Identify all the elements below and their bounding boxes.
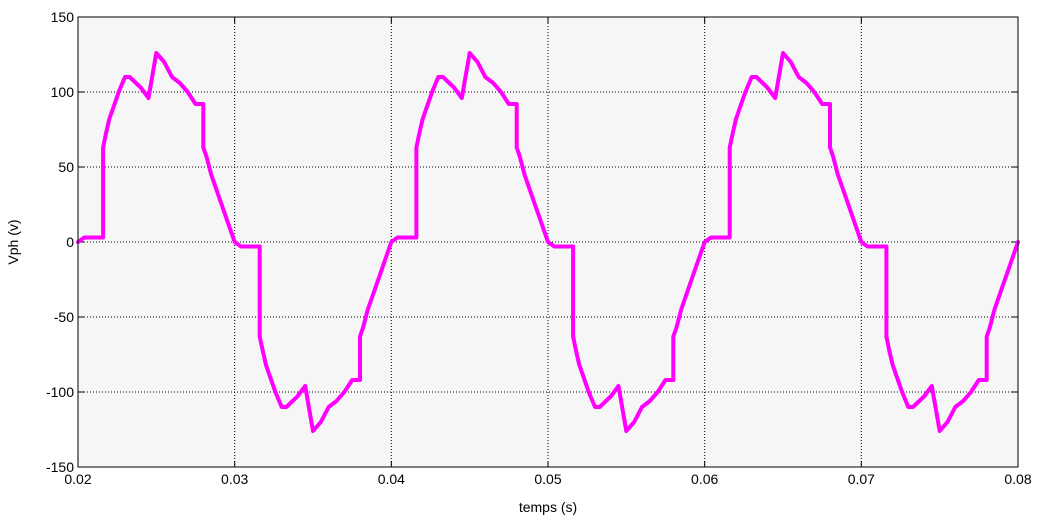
x-tick-label: 0.07 [848, 471, 875, 487]
x-tick-label: 0.03 [221, 471, 248, 487]
y-axis-label: Vph (v) [5, 219, 21, 264]
x-tick-label: 0.02 [64, 471, 91, 487]
y-tick-label: -150 [46, 459, 74, 475]
x-tick-label: 0.05 [534, 471, 561, 487]
plot-frame [77, 16, 1019, 468]
x-tick-label: 0.06 [691, 471, 718, 487]
x-axis-label: temps (s) [519, 499, 577, 515]
x-tick-label: 0.08 [1004, 471, 1031, 487]
y-tick-label: 150 [51, 9, 75, 25]
y-tick-label: 50 [58, 159, 74, 175]
x-tick-label: 0.04 [378, 471, 405, 487]
y-tick-label: -50 [54, 309, 74, 325]
series-line [76, 51, 1020, 433]
series-layer [76, 51, 1020, 433]
y-tick-label: 100 [51, 84, 75, 100]
y-tick-label: -100 [46, 384, 74, 400]
tick-labels: 0.02 0.03 0.04 0.05 0.06 0.07 0.08 150 100 50 0 -50… [46, 9, 1032, 487]
y-tick-label: 0 [66, 234, 74, 250]
